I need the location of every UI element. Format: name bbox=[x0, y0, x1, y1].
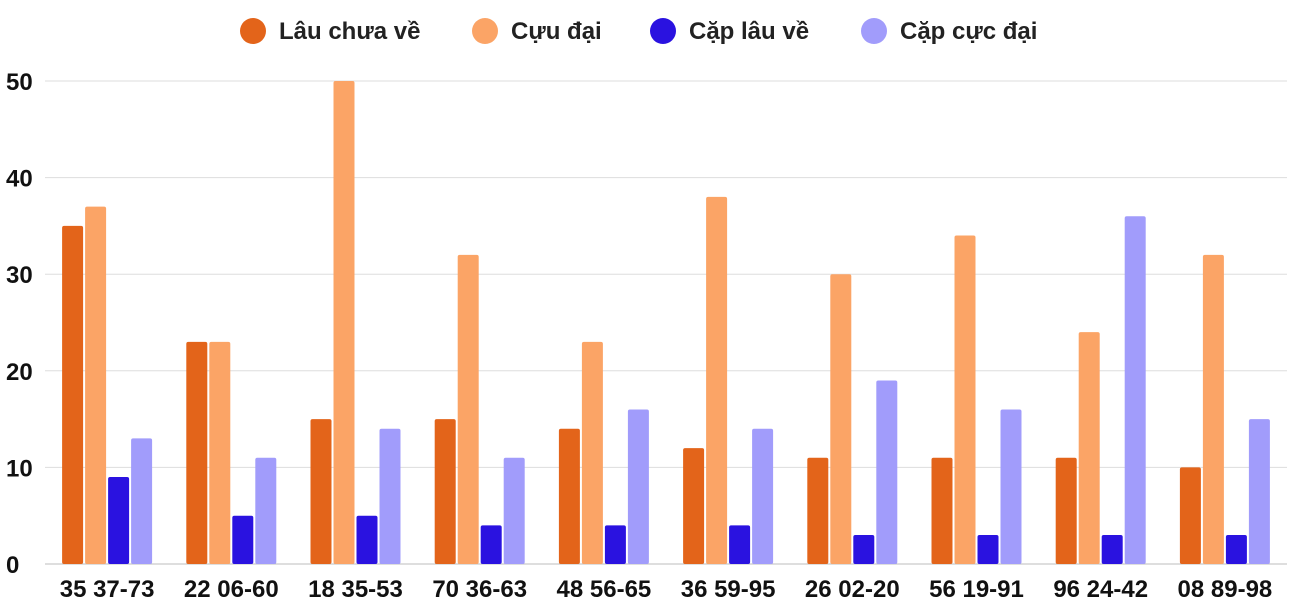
bar bbox=[379, 428, 401, 564]
bar bbox=[752, 428, 774, 564]
bar bbox=[434, 419, 456, 564]
bar bbox=[1202, 254, 1224, 564]
bar bbox=[62, 225, 84, 564]
y-axis-tick-labels: 0 10 20 30 40 50 bbox=[6, 69, 33, 579]
x-category-label: 26 02-20 bbox=[805, 576, 900, 600]
bar bbox=[558, 428, 580, 564]
bar bbox=[1248, 419, 1270, 564]
bar bbox=[85, 206, 107, 564]
bar bbox=[255, 457, 277, 564]
bar bbox=[853, 535, 875, 564]
x-category-label: 08 89-98 bbox=[1178, 576, 1273, 600]
bar bbox=[356, 515, 378, 564]
bar bbox=[1179, 467, 1201, 564]
bar bbox=[310, 419, 332, 564]
y-gridlines bbox=[45, 80, 1287, 565]
bar bbox=[1124, 216, 1146, 565]
bar bbox=[232, 515, 254, 564]
bar bbox=[931, 457, 953, 564]
x-category-label: 96 24-42 bbox=[1053, 576, 1148, 600]
bar bbox=[604, 525, 626, 564]
bar bbox=[1225, 535, 1247, 564]
bar bbox=[186, 341, 208, 564]
bar bbox=[333, 81, 355, 564]
bar bbox=[876, 380, 898, 564]
bar bbox=[977, 535, 999, 564]
bar bbox=[1055, 457, 1077, 564]
legend-swatch bbox=[650, 18, 676, 44]
bar bbox=[480, 525, 502, 564]
bar bbox=[683, 448, 705, 564]
x-category-label: 18 35-53 bbox=[308, 576, 403, 600]
y-tick-label: 20 bbox=[6, 359, 33, 386]
bar bbox=[954, 235, 976, 564]
legend-entry: Cựu đại bbox=[511, 18, 602, 45]
bar bbox=[830, 274, 852, 564]
legend-swatch bbox=[240, 18, 266, 44]
bar-series-group bbox=[62, 81, 1270, 565]
chart-legend: Lâu chưa về Cựu đại Cặp lâu về Cặp cực đại bbox=[240, 18, 1037, 45]
x-axis-category-labels: 35 37-73 22 06-60 18 35-53 70 36-63 48 56-65… bbox=[60, 576, 1273, 600]
bar bbox=[627, 409, 649, 564]
bar bbox=[108, 477, 130, 564]
y-tick-label: 10 bbox=[6, 455, 33, 482]
legend-entry: Cặp lâu về bbox=[689, 18, 809, 45]
bar bbox=[457, 254, 479, 564]
y-tick-label: 30 bbox=[6, 262, 33, 289]
x-category-label: 56 19-91 bbox=[929, 576, 1024, 600]
y-tick-label: 40 bbox=[6, 166, 33, 193]
y-tick-label: 50 bbox=[6, 69, 33, 96]
legend-entry: Cặp cực đại bbox=[900, 18, 1037, 45]
bar bbox=[729, 525, 751, 564]
legend-entry: Lâu chưa về bbox=[279, 18, 420, 45]
bar bbox=[1101, 535, 1123, 564]
x-category-label: 35 37-73 bbox=[60, 576, 155, 600]
bar bbox=[807, 457, 829, 564]
legend-swatch bbox=[861, 18, 887, 44]
bar bbox=[1000, 409, 1022, 564]
x-category-label: 36 59-95 bbox=[681, 576, 776, 600]
legend-swatch bbox=[472, 18, 498, 44]
bar bbox=[706, 196, 728, 565]
x-category-label: 22 06-60 bbox=[184, 576, 279, 600]
y-tick-label: 0 bbox=[6, 552, 19, 579]
bar bbox=[503, 457, 525, 564]
x-category-label: 70 36-63 bbox=[432, 576, 527, 600]
bar bbox=[131, 438, 153, 564]
x-category-label: 48 56-65 bbox=[557, 576, 652, 600]
bar bbox=[581, 341, 603, 564]
bar bbox=[1078, 332, 1100, 564]
bar bbox=[209, 341, 231, 564]
